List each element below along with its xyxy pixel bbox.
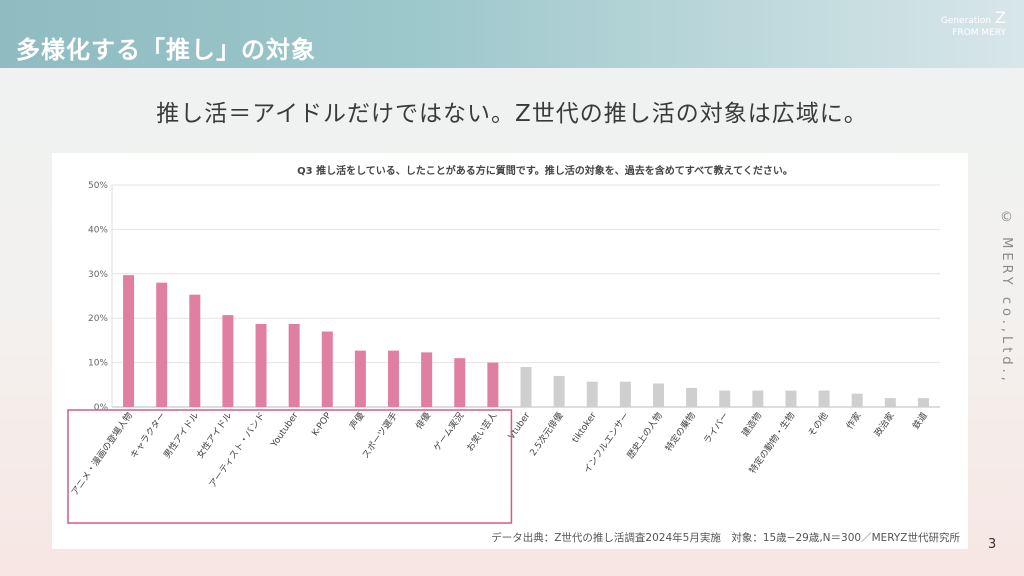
y-tick-label: 0% <box>94 403 109 413</box>
bar <box>454 358 466 407</box>
copyright-notice: © MERY co.,Ltd., <box>999 210 1014 385</box>
source-note: データ出典：Z世代の推し活調査2024年5月実施 対象：15歳−29歳,N＝30… <box>491 531 960 544</box>
y-tick-label: 30% <box>88 270 108 280</box>
x-category-label: 作家 <box>843 410 863 432</box>
brand-logo: Generation Z FROM MERY <box>940 10 1006 39</box>
bar <box>619 381 631 407</box>
x-category-label: その他 <box>805 410 830 439</box>
x-category-label: 政治家 <box>871 410 896 439</box>
brand-line-1: Generation <box>940 16 992 26</box>
bar <box>520 367 532 407</box>
bar <box>288 323 300 407</box>
bar <box>123 275 135 407</box>
x-category-label: アーティスト・バンド <box>207 410 267 490</box>
page-number: 3 <box>988 537 997 552</box>
bar-chart: Q3 推し活をしている、したことがある方に質問です。推し活の対象を、過去を含めて… <box>67 164 960 544</box>
x-category-label: 声優 <box>347 410 367 432</box>
highlight-box <box>67 409 513 524</box>
slide-subtitle: 推し活＝アイドルだけではない。Z世代の推し活の対象は広域に。 <box>156 101 868 127</box>
grid-lines <box>111 184 940 408</box>
bar <box>388 350 400 407</box>
x-category-label: ゲーム実況 <box>431 410 466 454</box>
bar <box>851 393 863 407</box>
header-bar: 多様化する「推し」の対象 Generation Z FROM MERY <box>0 0 1024 68</box>
brand-line-2: FROM MERY <box>952 28 1006 38</box>
bar <box>818 390 830 407</box>
bar <box>752 390 764 407</box>
x-category-label: 特定の乗物 <box>662 410 698 454</box>
y-tick-label: 20% <box>88 314 108 324</box>
slide-title: 多様化する「推し」の対象 <box>16 36 316 64</box>
bar <box>719 390 731 407</box>
bar <box>189 294 201 407</box>
bar <box>255 323 267 407</box>
x-category-label: キャラクター <box>128 410 168 460</box>
x-category-label: アニメ・漫画の登場人物 <box>69 410 136 498</box>
x-category-label: 鉄道 <box>910 410 930 432</box>
bar <box>354 350 366 407</box>
bar <box>222 315 234 407</box>
y-tick-label: 40% <box>88 225 108 235</box>
x-category-label: Youtuber <box>269 411 301 450</box>
bar <box>487 362 499 407</box>
y-tick-label: 50% <box>88 181 108 191</box>
bar <box>586 381 598 407</box>
y-tick-label: 10% <box>88 359 108 369</box>
x-category-label: tiktoker <box>571 411 599 445</box>
x-category-label: 建造物 <box>739 410 764 439</box>
bar <box>686 387 698 407</box>
bar <box>917 398 929 407</box>
bar <box>652 383 664 407</box>
bar <box>884 398 896 407</box>
brand-letter: Z <box>995 8 1006 27</box>
x-category-label: 俳優 <box>413 410 433 432</box>
bar <box>785 390 797 407</box>
bars <box>123 275 929 407</box>
bar <box>553 375 565 407</box>
x-category-label: 2.5次元俳優 <box>527 410 566 458</box>
bar <box>321 331 333 407</box>
x-category-label: ライバー <box>702 410 732 446</box>
bar <box>156 282 168 407</box>
x-category-label: お笑い芸人 <box>464 410 500 454</box>
x-category-label: K-POP <box>311 411 335 439</box>
bar <box>421 352 433 407</box>
chart-card: Q3 推し活をしている、したことがある方に質問です。推し活の対象を、過去を含めて… <box>52 153 968 549</box>
chart-title: Q3 推し活をしている、したことがある方に質問です。推し活の対象を、過去を含めて… <box>297 164 793 177</box>
y-axis-ticks: 0% 10% 20% 30% 40% 50% <box>88 181 108 413</box>
